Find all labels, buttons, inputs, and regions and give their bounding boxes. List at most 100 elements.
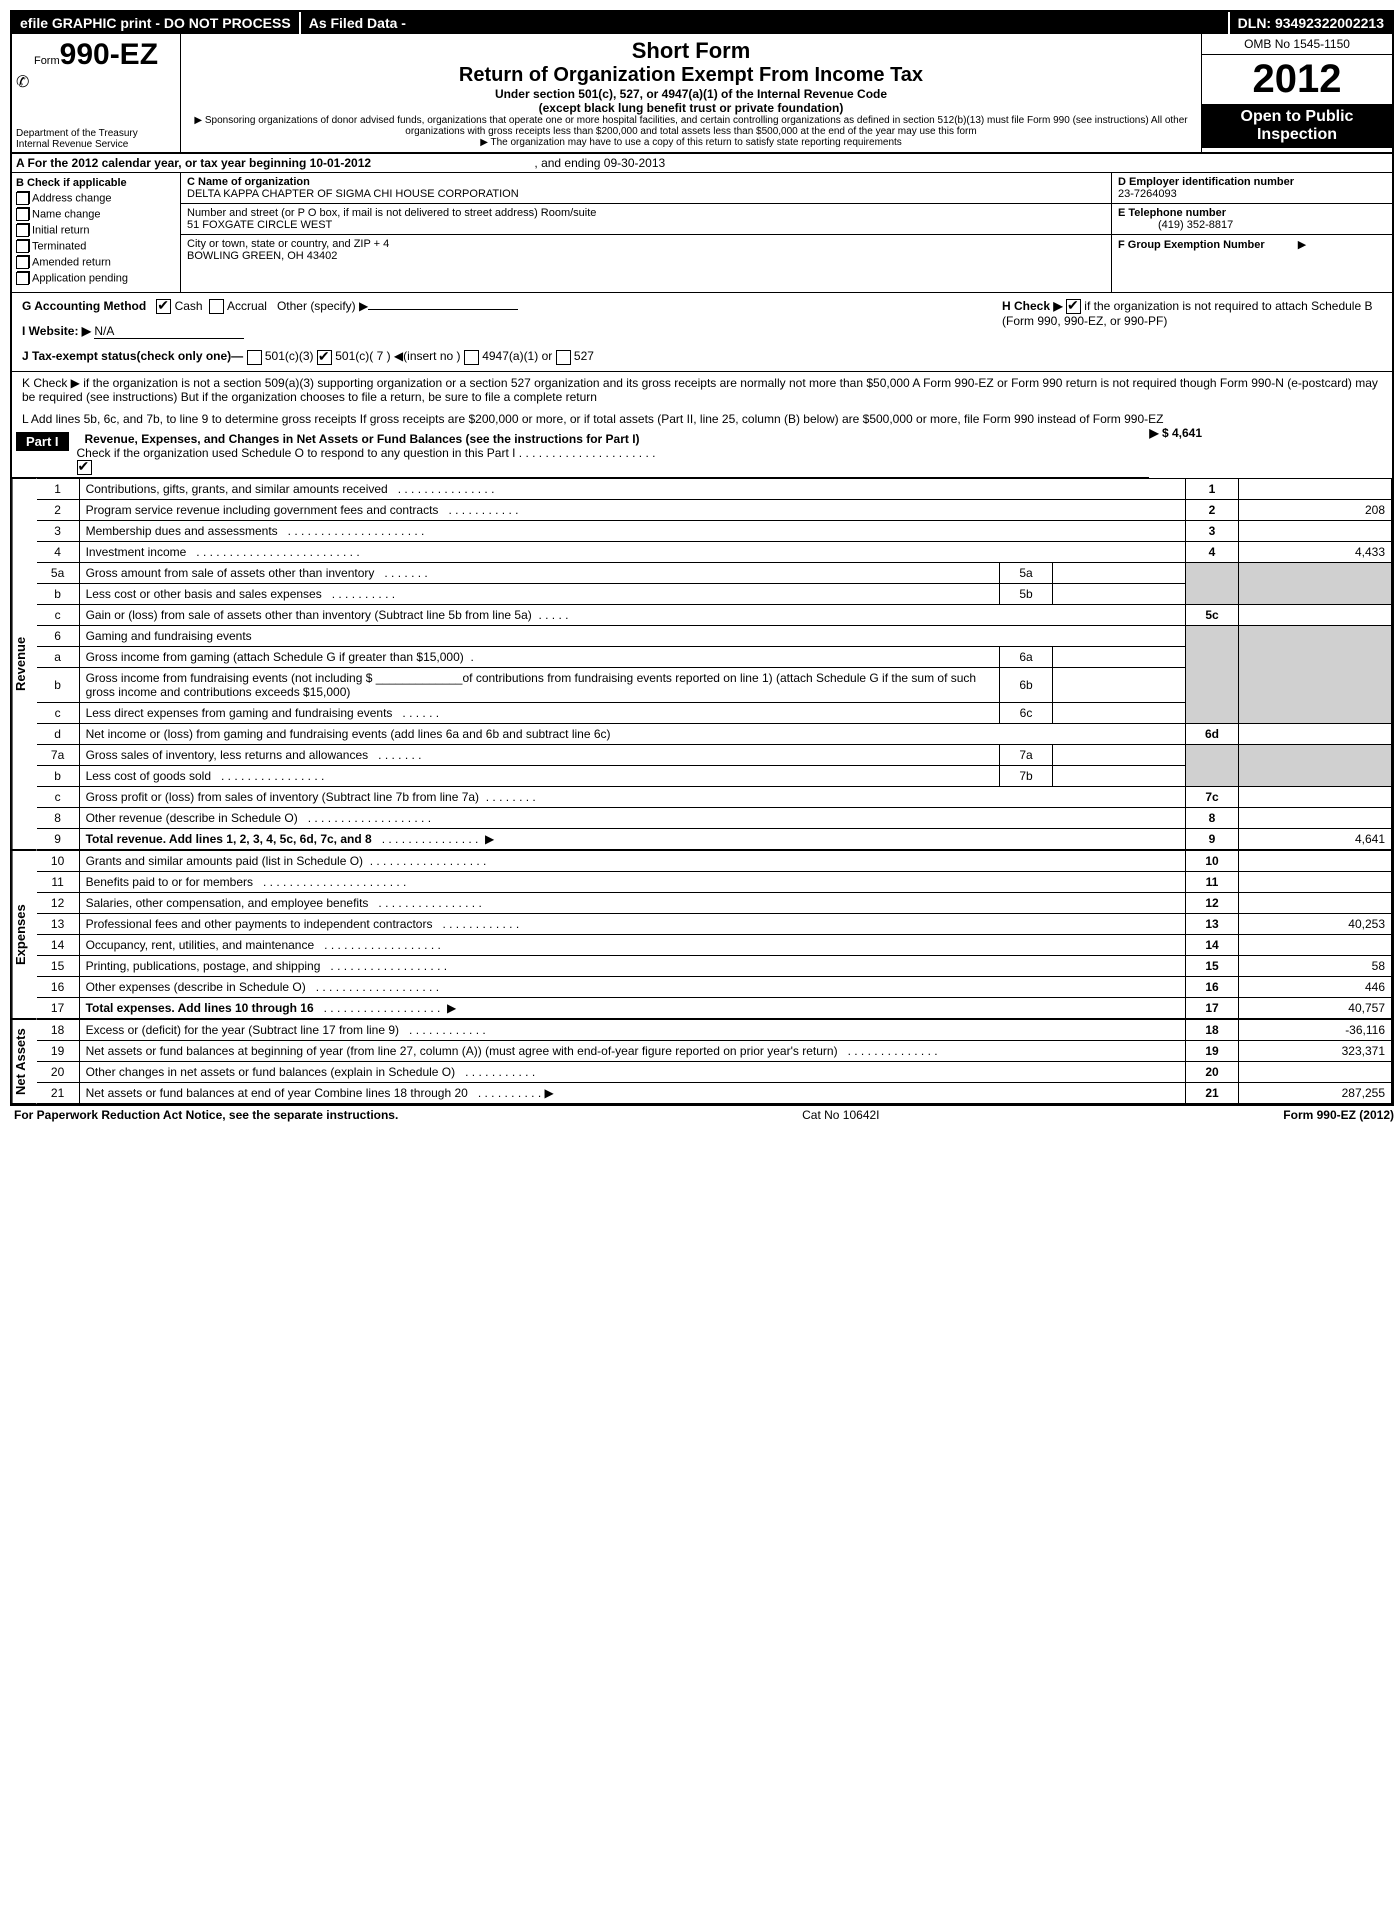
line-16: 16Other expenses (describe in Schedule O… [37,976,1392,997]
part1-header: Part I Revenue, Expenses, and Changes in… [12,430,1149,478]
omb-number: OMB No 1545-1150 [1202,34,1392,55]
ein: 23-7264093 [1118,188,1177,200]
tax-year: 2012 [1202,55,1392,104]
check-address[interactable]: Address change [16,192,176,205]
line-4: 4Investment income . . . . . . . . . . .… [37,541,1392,562]
netassets-section: Net Assets 18Excess or (deficit) for the… [12,1019,1392,1104]
line-18: 18Excess or (deficit) for the year (Subt… [37,1019,1392,1040]
section-a: A For the 2012 calendar year, or tax yea… [12,154,1392,173]
expenses-section: Expenses 10Grants and similar amounts pa… [12,850,1392,1019]
check-accrual[interactable] [209,299,224,314]
line-2: 2Program service revenue including gover… [37,499,1392,520]
top-bar: efile GRAPHIC print - DO NOT PROCESS As … [12,12,1392,34]
check-h[interactable] [1066,299,1081,314]
check-pending[interactable]: Application pending [16,272,176,285]
label-d: D Employer identification number [1118,176,1294,188]
label-e: E Telephone number [1118,207,1226,219]
line-6: 6Gaming and fundraising events [37,625,1392,646]
city: BOWLING GREEN, OH 43402 [187,250,337,262]
line-11: 11Benefits paid to or for members . . . … [37,871,1392,892]
line-3: 3Membership dues and assessments . . . .… [37,520,1392,541]
footer-center: Cat No 10642I [802,1108,879,1122]
footer: For Paperwork Reduction Act Notice, see … [10,1106,1398,1124]
line-9: 9Total revenue. Add lines 1, 2, 3, 4, 5c… [37,828,1392,849]
expenses-table: 10Grants and similar amounts paid (list … [37,850,1392,1019]
check-initial[interactable]: Initial return [16,224,176,237]
line-19: 19Net assets or fund balances at beginni… [37,1040,1392,1061]
check-501c3[interactable] [247,350,262,365]
check-cash[interactable] [156,299,171,314]
section-b-title: B Check if applicable [16,177,127,189]
open-public: Open to Public Inspection [1202,104,1392,148]
header-right: OMB No 1545-1150 2012 Open to Public Ins… [1201,34,1392,152]
line-1: 1Contributions, gifts, grants, and simil… [37,478,1392,499]
street: 51 FOXGATE CIRCLE WEST [187,219,332,231]
line-7c: cGross profit or (loss) from sales of in… [37,786,1392,807]
line-17: 17Total expenses. Add lines 10 through 1… [37,997,1392,1018]
section-b: B Check if applicable Address change Nam… [12,173,181,292]
section-gh: G Accounting Method Cash Accrual Other (… [12,293,1392,371]
side-expenses: Expenses [12,850,37,1019]
subtitle2: (except black lung benefit trust or priv… [191,101,1191,115]
label-i: I Website: ▶ [22,324,91,338]
section-c: C Name of organization DELTA KAPPA CHAPT… [181,173,1112,292]
section-a-label: A For the 2012 calendar year, or tax yea… [16,156,371,170]
line-14: 14Occupancy, rent, utilities, and mainte… [37,934,1392,955]
netassets-table: 18Excess or (deficit) for the year (Subt… [37,1019,1392,1104]
section-a-ending: , and ending 09-30-2013 [534,156,665,170]
line-6d: dNet income or (loss) from gaming and fu… [37,723,1392,744]
line-10: 10Grants and similar amounts paid (list … [37,850,1392,871]
main-title: Return of Organization Exempt From Incom… [191,64,1191,87]
check-4947[interactable] [464,350,479,365]
line-15: 15Printing, publications, postage, and s… [37,955,1392,976]
check-amended[interactable]: Amended return [16,256,176,269]
form-id-box: Form990-EZ ✆ [12,34,181,126]
label-c: C Name of organization [187,176,310,188]
header-row: Form990-EZ ✆ Department of the Treasury … [12,34,1392,154]
line-5a: 5aGross amount from sale of assets other… [37,562,1392,583]
form-number: 990-EZ [60,38,158,71]
dept-irs: Internal Revenue Service [16,139,176,150]
form-990ez: efile GRAPHIC print - DO NOT PROCESS As … [10,10,1394,1106]
section-def: D Employer identification number 23-7264… [1112,173,1392,292]
info-row: B Check if applicable Address change Nam… [12,173,1392,293]
line-12: 12Salaries, other compensation, and empl… [37,892,1392,913]
street-label: Number and street (or P O box, if mail i… [187,207,596,219]
check-name[interactable]: Name change [16,208,176,221]
label-g: G Accounting Method [22,299,146,313]
line-21: 21Net assets or fund balances at end of … [37,1082,1392,1103]
header-note2: ▶ The organization may have to use a cop… [191,137,1191,148]
city-label: City or town, state or country, and ZIP … [187,238,389,250]
line-20: 20Other changes in net assets or fund ba… [37,1061,1392,1082]
footer-right: Form 990-EZ (2012) [1283,1108,1394,1122]
form-label: Form [34,55,60,67]
check-501c[interactable] [317,350,332,365]
subtitle1: Under section 501(c), 527, or 4947(a)(1)… [191,87,1191,101]
dept-box: Department of the Treasury Internal Reve… [12,126,181,152]
check-527[interactable] [556,350,571,365]
line-7a: 7aGross sales of inventory, less returns… [37,744,1392,765]
open-public-1: Open to Public [1206,108,1388,126]
side-revenue: Revenue [12,478,37,850]
dln-label: DLN: 93492322002213 [1228,12,1392,34]
revenue-section: Revenue 1Contributions, gifts, grants, a… [12,478,1392,850]
part1-label: Part I [16,432,69,451]
line-8: 8Other revenue (describe in Schedule O) … [37,807,1392,828]
label-j: J Tax-exempt status(check only one)— [22,349,243,363]
dept-treasury: Department of the Treasury [16,128,176,139]
f-arrow: ▶ [1298,239,1306,251]
short-form-title: Short Form [191,38,1191,64]
header-center: Short Form Return of Organization Exempt… [181,34,1201,152]
part1-title: Revenue, Expenses, and Changes in Net As… [85,432,640,446]
asfiled-label: As Filed Data - [299,12,1228,34]
section-k: K Check ▶ if the organization is not a s… [12,371,1392,408]
part1-check[interactable] [77,460,92,475]
check-terminated[interactable]: Terminated [16,240,176,253]
l-amount: ▶ $ 4,641 [1149,426,1202,440]
footer-left: For Paperwork Reduction Act Notice, see … [14,1108,398,1122]
efile-label: efile GRAPHIC print - DO NOT PROCESS [12,12,299,34]
line-13: 13Professional fees and other payments t… [37,913,1392,934]
header-note1: ▶ Sponsoring organizations of donor advi… [191,115,1191,137]
label-f: F Group Exemption Number [1118,239,1265,251]
org-name: DELTA KAPPA CHAPTER OF SIGMA CHI HOUSE C… [187,188,519,200]
